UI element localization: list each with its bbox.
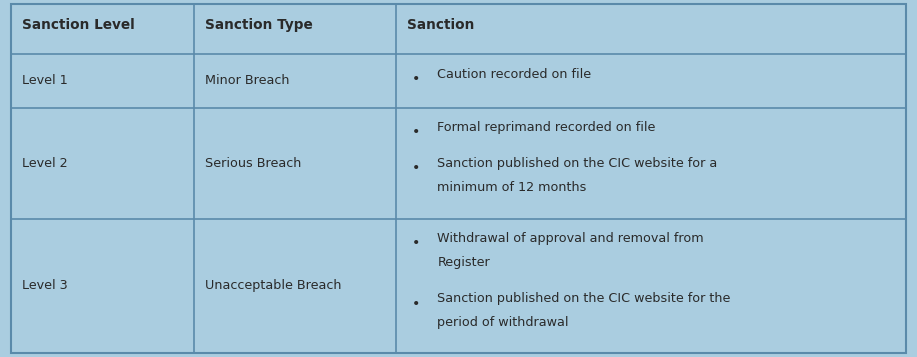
Text: Serious Breach: Serious Breach: [205, 157, 302, 170]
Text: Unacceptable Breach: Unacceptable Breach: [205, 279, 342, 292]
Text: •: •: [412, 236, 420, 250]
Text: •: •: [412, 161, 420, 175]
Text: •: •: [412, 297, 420, 311]
Text: Caution recorded on file: Caution recorded on file: [437, 68, 591, 81]
Text: •: •: [412, 125, 420, 139]
Text: •: •: [412, 72, 420, 86]
Text: Sanction published on the CIC website for a: Sanction published on the CIC website fo…: [437, 157, 718, 170]
Text: Level 2: Level 2: [22, 157, 68, 170]
Text: Sanction: Sanction: [407, 17, 474, 31]
Text: Withdrawal of approval and removal from: Withdrawal of approval and removal from: [437, 232, 704, 245]
Text: Register: Register: [437, 256, 491, 269]
Text: Minor Breach: Minor Breach: [205, 75, 290, 87]
Text: Sanction Level: Sanction Level: [22, 17, 135, 31]
Text: Level 3: Level 3: [22, 279, 68, 292]
Text: Formal reprimand recorded on file: Formal reprimand recorded on file: [437, 121, 656, 134]
Text: Level 1: Level 1: [22, 75, 68, 87]
Text: Sanction published on the CIC website for the: Sanction published on the CIC website fo…: [437, 292, 731, 305]
Text: period of withdrawal: period of withdrawal: [437, 316, 569, 329]
Text: minimum of 12 months: minimum of 12 months: [437, 181, 587, 194]
Text: Sanction Type: Sanction Type: [205, 17, 314, 31]
